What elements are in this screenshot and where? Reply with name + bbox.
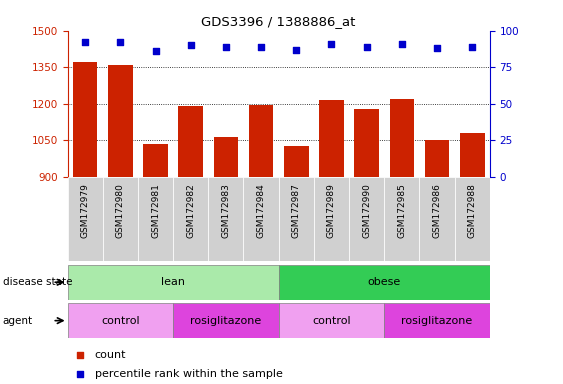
Point <box>257 44 266 50</box>
Bar <box>103 177 138 261</box>
Bar <box>279 265 490 300</box>
Title: GDS3396 / 1388886_at: GDS3396 / 1388886_at <box>202 15 356 28</box>
Text: count: count <box>95 350 126 360</box>
Text: GSM172981: GSM172981 <box>151 184 160 238</box>
Point <box>432 45 441 51</box>
Point <box>508 306 517 312</box>
Bar <box>425 140 449 177</box>
Text: rosiglitazone: rosiglitazone <box>401 316 473 326</box>
Bar <box>384 177 419 261</box>
Bar <box>243 177 279 261</box>
Text: GSM172987: GSM172987 <box>292 184 301 238</box>
Bar <box>455 177 490 261</box>
Text: obese: obese <box>368 277 401 287</box>
Bar <box>319 100 344 177</box>
Text: GSM172984: GSM172984 <box>257 184 266 238</box>
Bar <box>419 177 455 261</box>
Bar <box>138 177 173 261</box>
Text: disease state: disease state <box>3 277 72 287</box>
Bar <box>384 303 490 338</box>
Point <box>327 41 336 47</box>
Bar <box>143 144 168 177</box>
Text: GSM172985: GSM172985 <box>397 184 406 238</box>
Bar <box>460 133 485 177</box>
Point <box>151 48 160 54</box>
Bar <box>390 99 414 177</box>
Bar <box>173 177 208 261</box>
Text: control: control <box>101 316 140 326</box>
Text: GSM172989: GSM172989 <box>327 184 336 238</box>
Text: rosiglitazone: rosiglitazone <box>190 316 262 326</box>
Text: GSM172988: GSM172988 <box>468 184 477 238</box>
Text: GSM172979: GSM172979 <box>81 184 90 238</box>
Point <box>292 46 301 53</box>
Point <box>468 44 477 50</box>
Point <box>186 42 195 48</box>
Bar <box>68 303 173 338</box>
Text: GSM172990: GSM172990 <box>362 184 371 238</box>
Point <box>508 131 517 137</box>
Text: GSM172983: GSM172983 <box>221 184 230 238</box>
Bar <box>73 62 97 177</box>
Bar <box>314 177 349 261</box>
Point <box>362 44 371 50</box>
Point <box>221 44 230 50</box>
Text: percentile rank within the sample: percentile rank within the sample <box>95 369 283 379</box>
Bar <box>213 136 238 177</box>
Bar <box>249 105 274 177</box>
Bar <box>284 146 309 177</box>
Point <box>81 39 90 45</box>
Text: lean: lean <box>161 277 185 287</box>
Bar <box>354 109 379 177</box>
Text: GSM172982: GSM172982 <box>186 184 195 238</box>
Bar <box>173 303 279 338</box>
Bar <box>178 106 203 177</box>
Bar <box>279 177 314 261</box>
Point <box>116 39 125 45</box>
Text: GSM172986: GSM172986 <box>432 184 441 238</box>
Bar <box>349 177 384 261</box>
Bar <box>68 265 279 300</box>
Text: agent: agent <box>3 316 33 326</box>
Bar <box>68 177 103 261</box>
Bar <box>208 177 243 261</box>
Point <box>397 41 406 47</box>
Text: control: control <box>312 316 351 326</box>
Bar <box>279 303 384 338</box>
Bar <box>108 65 133 177</box>
Text: GSM172980: GSM172980 <box>116 184 125 238</box>
